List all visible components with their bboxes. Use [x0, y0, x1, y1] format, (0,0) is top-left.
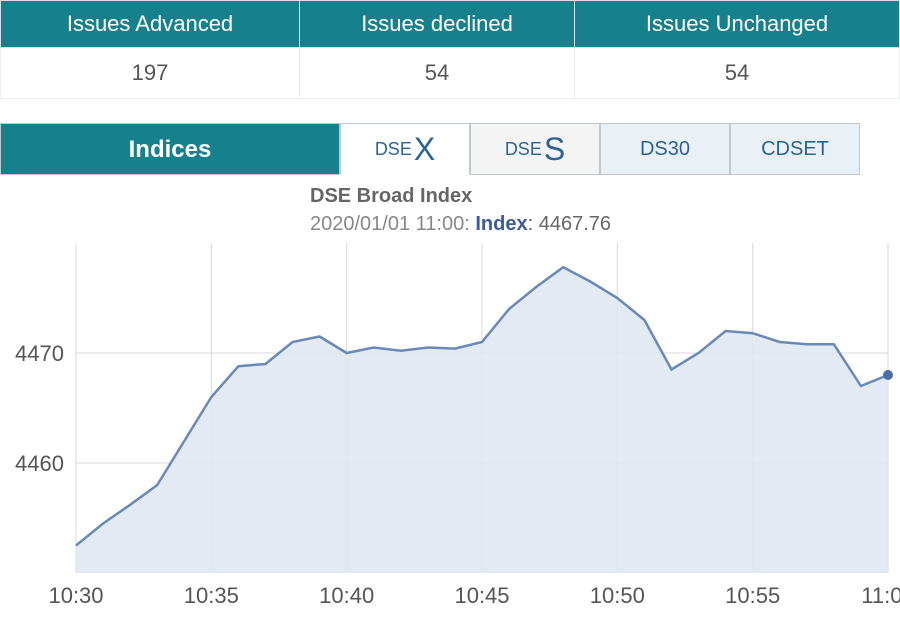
tab-dses-suffix: S — [544, 131, 565, 168]
issues-declined-value: 54 — [300, 48, 575, 99]
svg-text:10:30: 10:30 — [48, 583, 103, 608]
svg-text:10:45: 10:45 — [454, 583, 509, 608]
issues-col-advanced: Issues Advanced — [1, 1, 300, 48]
table-row: 197 54 54 — [1, 48, 900, 99]
issues-unchanged-value: 54 — [575, 48, 900, 99]
issues-table: Issues Advanced Issues declined Issues U… — [0, 0, 900, 99]
svg-text:10:55: 10:55 — [725, 583, 780, 608]
issues-col-unchanged: Issues Unchanged — [575, 1, 900, 48]
chart-svg: 4460 4470 10:30 10:35 10:40 10:45 10:50 10:55 11… — [0, 181, 900, 621]
tab-dsex[interactable]: DSEX — [340, 123, 470, 175]
tab-dses-prefix: DSE — [505, 139, 542, 160]
svg-text:11:00: 11:00 — [861, 583, 900, 608]
svg-text:10:50: 10:50 — [590, 583, 645, 608]
svg-text:4470: 4470 — [15, 341, 64, 366]
tab-dsex-suffix: X — [414, 131, 435, 168]
tabs-bar: Indices DSEX DSES DS30 CDSET — [0, 123, 900, 175]
tab-cdset[interactable]: CDSET — [730, 123, 860, 175]
tab-dsex-prefix: DSE — [375, 139, 412, 160]
dse-broad-index-chart: DSE Broad Index 2020/01/01 11:00: Index:… — [0, 181, 900, 621]
issues-col-declined: Issues declined — [300, 1, 575, 48]
tab-dses[interactable]: DSES — [470, 123, 600, 175]
svg-text:10:40: 10:40 — [319, 583, 374, 608]
tab-ds30[interactable]: DS30 — [600, 123, 730, 175]
svg-text:10:35: 10:35 — [184, 583, 239, 608]
issues-advanced-value: 197 — [1, 48, 300, 99]
indices-label: Indices — [0, 123, 340, 175]
svg-text:4460: 4460 — [15, 451, 64, 476]
